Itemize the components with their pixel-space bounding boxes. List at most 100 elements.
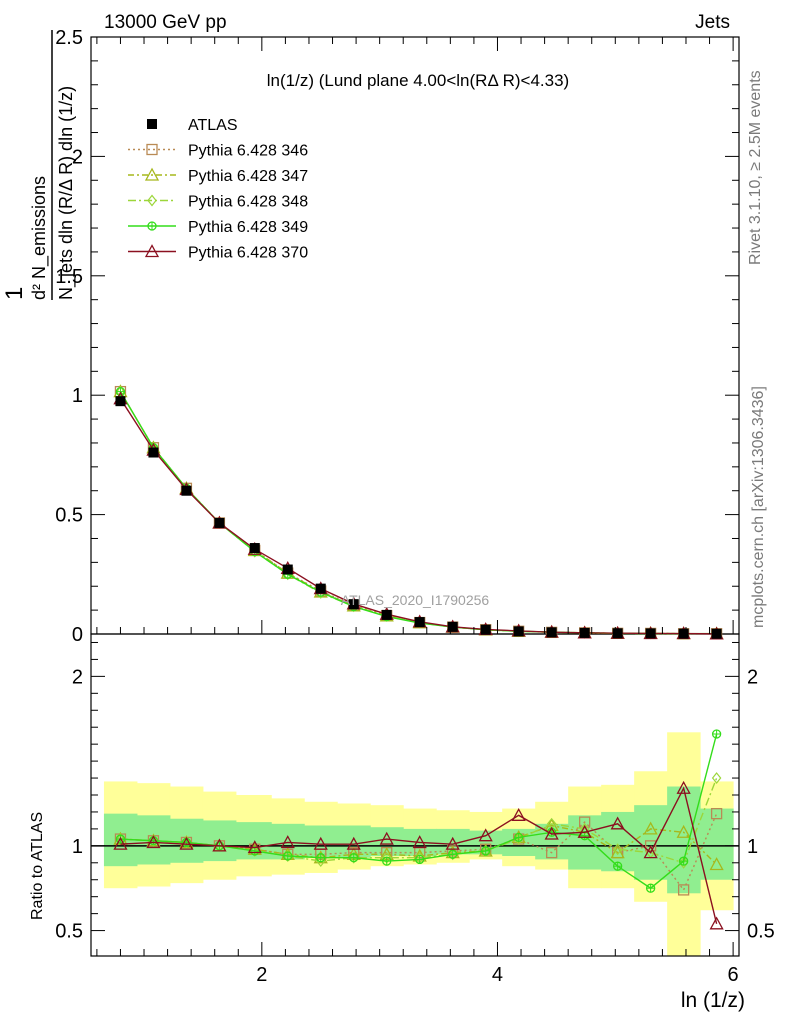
main-y-label-group: 1 d² N_emissions N_jets dln (R/Δ R) dln (1… [1, 30, 77, 300]
marker-square [579, 627, 590, 638]
marker-diamond [181, 836, 192, 849]
legend-entry: ATLAS [147, 117, 238, 134]
marker-triangle [643, 845, 658, 859]
marker-triangle [676, 824, 691, 838]
ratio-y-tick-label: 0.5 [55, 921, 83, 943]
legend-label: Pythia 6.428 348 [188, 194, 308, 211]
legend-label: ATLAS [188, 117, 238, 134]
marker-square [181, 485, 192, 496]
marker-diamond [348, 851, 359, 864]
marker-diamond [315, 855, 326, 868]
ratio-y-tick-label-right: 0.5 [747, 921, 775, 943]
legend-entry: Pythia 6.428 346 [128, 143, 308, 160]
legend-entry: Pythia 6.428 348 [128, 194, 308, 211]
marker-triangle [610, 845, 625, 859]
marker-triangle [709, 857, 724, 871]
marker-triangle [610, 816, 625, 830]
rivet-version-label: Rivet 3.1.10, ≥ 2.5M events [747, 70, 764, 265]
marker-diamond [282, 850, 293, 862]
marker-square [414, 617, 425, 628]
marker-triangle [144, 167, 160, 181]
jets-label: Jets [695, 12, 730, 33]
marker-triangle [676, 780, 691, 794]
marker-square [678, 628, 689, 639]
marker-triangle [478, 828, 493, 842]
main-y-tick-label: 1 [72, 385, 83, 407]
analysis-watermark: ATLAS_2020_I1790256 [341, 592, 490, 608]
marker-triangle [544, 826, 559, 840]
marker-triangle [113, 836, 128, 850]
marker-diamond [711, 772, 722, 785]
marker-square [348, 599, 359, 610]
x-tick-label: 4 [492, 964, 503, 986]
main-series-layer [113, 384, 724, 640]
x-axis-label: ln (1/z) [681, 989, 745, 1012]
marker-triangle [280, 835, 295, 849]
ratio-series-layer [113, 729, 724, 930]
main-y-tick-label: 0.5 [55, 505, 83, 527]
marker-triangle [346, 836, 361, 850]
marker-triangle [412, 835, 427, 849]
band-inner-bin [700, 808, 734, 880]
marker-square [612, 628, 623, 639]
marker-square [447, 621, 458, 632]
main-y-label: 1 d² N_emissions N_jets dln (R/Δ R) dln (1… [1, 30, 77, 300]
marker-square [214, 517, 225, 528]
marker-triangle [212, 838, 227, 852]
marker-triangle [247, 840, 262, 854]
marker-square [148, 447, 159, 458]
mcplots-label: mcplots.cern.ch [arXiv:1306.3436] [750, 386, 767, 628]
marker-triangle [313, 836, 328, 850]
ratio-series-4 [113, 780, 724, 930]
band-inner-bin [469, 830, 503, 855]
marker-triangle [179, 836, 194, 850]
marker-triangle [445, 836, 460, 850]
marker-triangle [144, 244, 160, 258]
ratio-y-tick-label-right: 2 [747, 666, 758, 688]
legend-entry: Pythia 6.428 347 [128, 167, 308, 185]
marker-diamond [249, 844, 260, 857]
marker-triangle [577, 824, 592, 838]
band-inner-bin [370, 827, 404, 857]
legend-entry: Pythia 6.428 349 [128, 219, 308, 236]
x-tick-label: 6 [728, 964, 739, 986]
marker-square [645, 628, 656, 639]
marker-square-open [710, 807, 723, 820]
marker-square [315, 583, 326, 594]
legend-label: Pythia 6.428 347 [188, 168, 308, 185]
ratio-y-label: Ratio to ATLAS [29, 812, 46, 920]
legend-label: Pythia 6.428 349 [188, 219, 308, 236]
marker-square [115, 396, 126, 407]
marker-square [282, 564, 293, 575]
main-y-tick-label: 0 [72, 624, 83, 646]
marker-square [711, 628, 722, 639]
x-tick-label: 2 [256, 964, 267, 986]
marker-triangle [511, 807, 526, 821]
main-y-label-numerator: d² N_emissions [29, 176, 50, 300]
marker-triangle [379, 831, 394, 845]
marker-square [249, 543, 260, 554]
ratio-y-tick-label: 2 [72, 666, 83, 688]
marker-triangle [709, 916, 724, 930]
plot-title: ln(1/z) (Lund plane 4.00<ln(RΔ R)<4.33) [267, 71, 569, 90]
main-y-tick-label: 1.5 [55, 266, 83, 288]
legend-entry: Pythia 6.428 370 [128, 244, 308, 262]
ratio-y-tick-label-right: 1 [747, 836, 758, 858]
marker-diamond [447, 848, 458, 861]
ratio-y-tick-label: 1 [72, 836, 83, 858]
marker-square [381, 609, 392, 620]
main-series-0 [115, 396, 722, 639]
main-y-label-denominator: N_jets dln (R/Δ R) dln (1/z) [56, 86, 77, 300]
main-y-tick-label: 2 [72, 146, 83, 168]
marker-square-open [146, 143, 158, 156]
legend-label: Pythia 6.428 370 [188, 245, 308, 262]
marker-square-open [644, 840, 657, 852]
collision-label: 13000 GeV pp [104, 12, 227, 33]
marker-square-open [677, 884, 690, 896]
legend-label: Pythia 6.428 346 [188, 143, 308, 160]
main-y-label-one: 1 [1, 287, 28, 300]
marker-square [546, 627, 557, 638]
marker-diamond [148, 834, 159, 847]
